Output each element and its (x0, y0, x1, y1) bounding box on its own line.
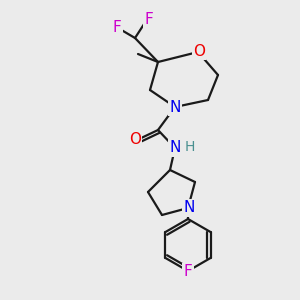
Text: F: F (145, 11, 153, 26)
Text: H: H (185, 140, 195, 154)
Text: F: F (184, 265, 192, 280)
Text: O: O (193, 44, 205, 59)
Text: O: O (129, 133, 141, 148)
Text: F: F (112, 20, 122, 34)
Text: N: N (169, 140, 181, 155)
Text: N: N (169, 100, 181, 115)
Text: N: N (183, 200, 195, 215)
